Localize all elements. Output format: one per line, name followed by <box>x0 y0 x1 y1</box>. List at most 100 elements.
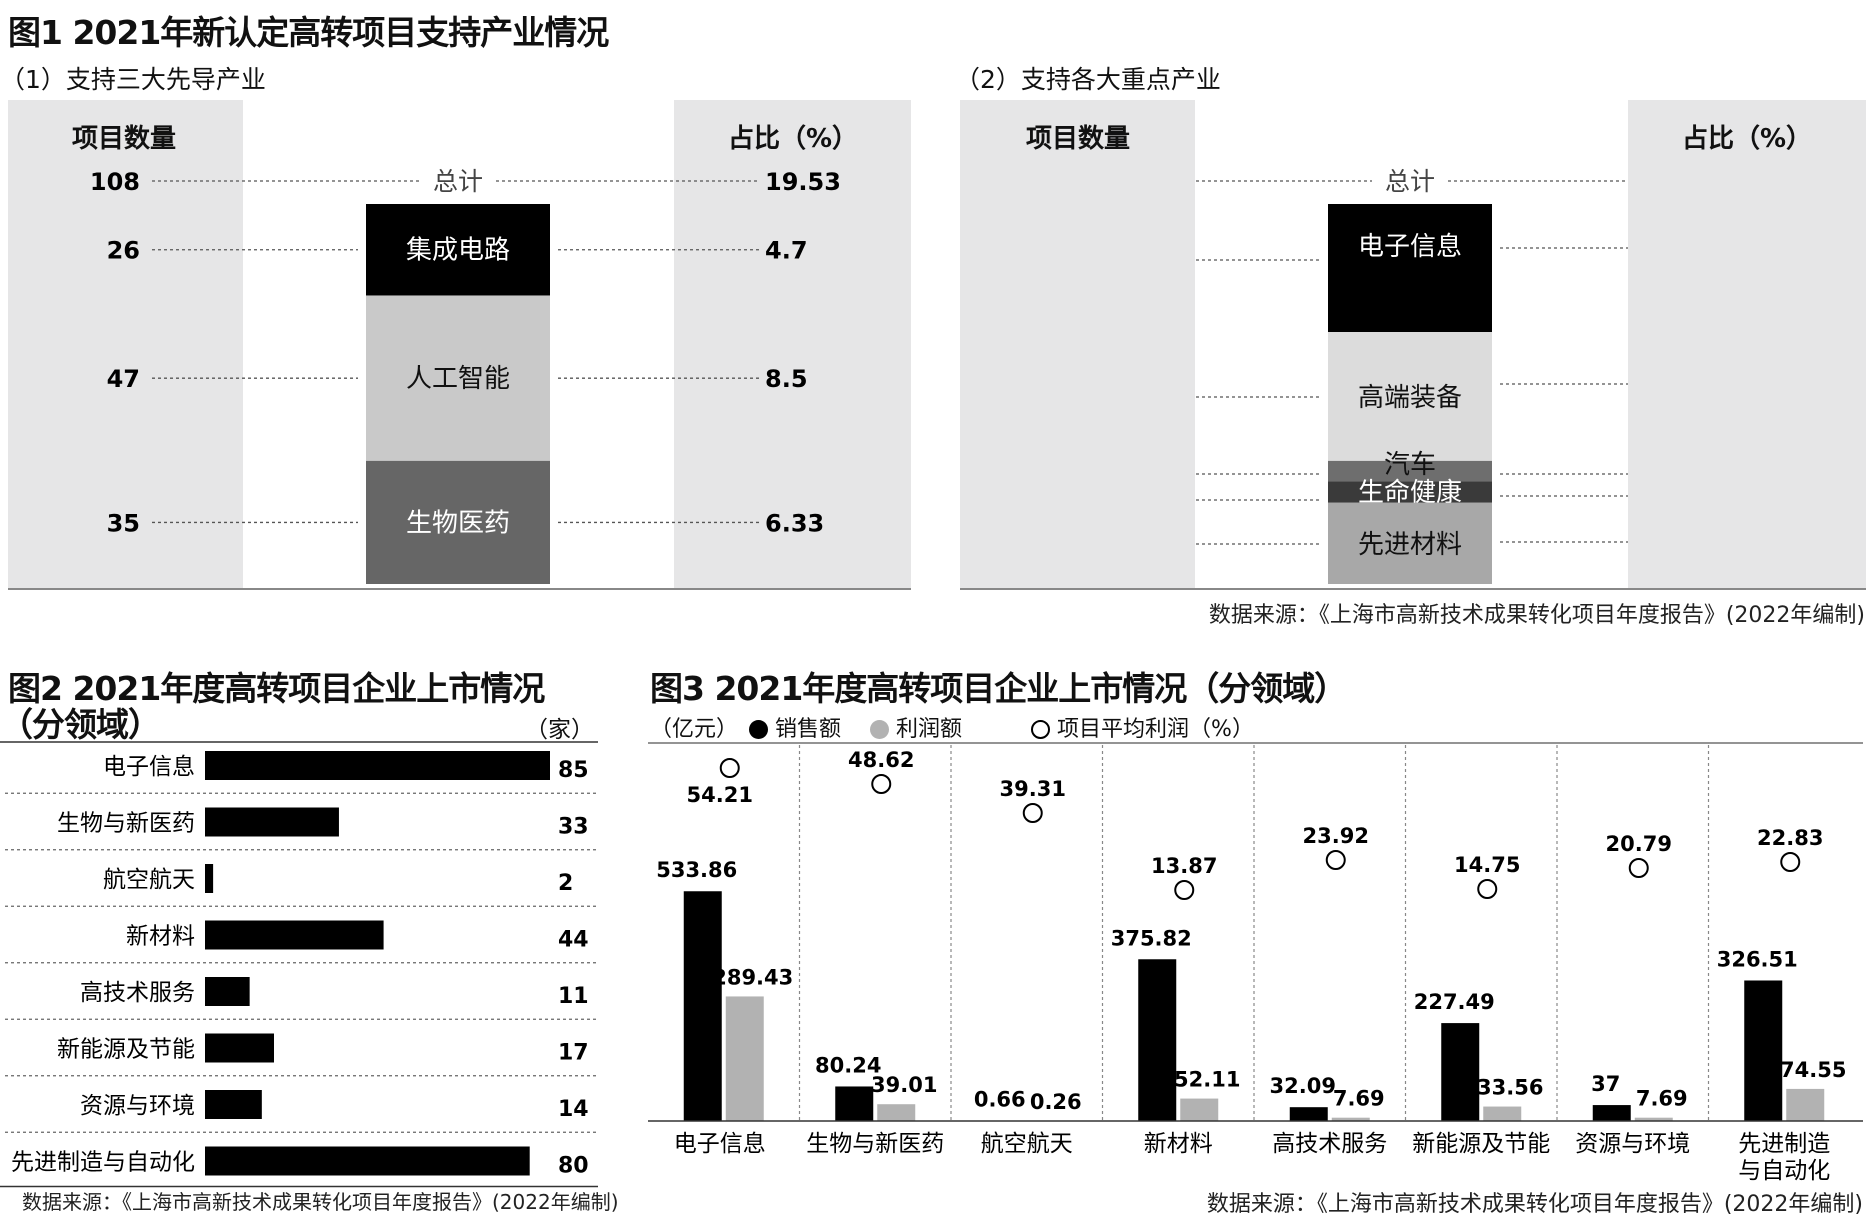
fig2-source: 数据来源：《上海市高新技术成果转化项目年度报告》(2022年编制) <box>22 1190 619 1214</box>
fig2-value-label: 17 <box>558 1041 589 1066</box>
fig3-category-label: 与自动化 <box>1738 1158 1830 1184</box>
fig3-legend-unit: （亿元） <box>650 717 739 742</box>
fig3-profit-label: 7.69 <box>1333 1087 1385 1111</box>
fig3-category-label: 航空航天 <box>981 1131 1073 1157</box>
fig3-avg-label: 39.31 <box>1000 777 1066 801</box>
fig2-bar <box>205 864 214 893</box>
fig2-value-label: 14 <box>558 1097 589 1122</box>
fig3-sales-bar <box>683 891 722 1121</box>
fig2-bar <box>205 1090 262 1119</box>
fig3-profit-label: 52.11 <box>1174 1068 1240 1092</box>
fig3-legend-avg-ring <box>1031 720 1051 739</box>
fig3-avg-label: 13.87 <box>1151 854 1217 878</box>
fig3-legend: （亿元） 销售额 利润额 项目平均利润（%） <box>650 711 1254 742</box>
fig3-sales-bar <box>835 1086 874 1121</box>
fig3-avg-label: 22.83 <box>1757 826 1823 850</box>
fig1-left-count-column <box>8 100 243 588</box>
fig3-category-label: 新能源及节能 <box>1412 1131 1550 1157</box>
fig3-sales-bar <box>1592 1105 1631 1121</box>
fig3-title: 图3 2021年度高转项目企业上市情况（分领域） <box>650 669 1347 708</box>
fig2-category-label: 新材料 <box>126 924 195 950</box>
fig3-avg-marker <box>1325 850 1346 870</box>
fig2-category-label: 高技术服务 <box>80 980 195 1006</box>
fig3-sales-bar <box>1289 1107 1328 1121</box>
fig1-right-panel <box>960 100 1866 590</box>
fig3-legend-profit: 利润额 <box>896 717 963 742</box>
fig2-bar <box>205 751 550 780</box>
fig2-bar <box>205 977 250 1006</box>
fig3-avg-label: 20.79 <box>1606 832 1672 856</box>
fig3-avg-label: 48.62 <box>848 748 914 772</box>
fig3-category-label: 先进制造 <box>1738 1131 1830 1157</box>
fig3-sales-label: 227.49 <box>1414 990 1495 1014</box>
fig3-profit-bar <box>877 1104 916 1121</box>
fig3-legend-sales: 销售额 <box>775 717 842 742</box>
fig3-profit-bar <box>1786 1088 1825 1121</box>
fig2-value-label: 33 <box>558 815 589 840</box>
fig2-title-line1: 图2 2021年度高转项目企业上市情况 <box>8 669 545 708</box>
fig2-chart: 电子信息 85 生物与新医药 33 航空航天 2 新材料 44 高技术服务 11 新能源及节能 17 资… <box>0 741 598 1188</box>
fig3-sales-label: 80.24 <box>815 1053 881 1077</box>
fig1-source: 数据来源：《上海市高新技术成果转化项目年度报告》(2022年编制) <box>1208 603 1865 628</box>
fig3-avg-marker <box>719 758 740 778</box>
fig3-profit-label: 33.56 <box>1477 1076 1543 1100</box>
fig2-value-label: 44 <box>558 928 589 953</box>
fig3-sales-bar <box>1138 959 1177 1121</box>
fig1-right-pct-header: 占比（%） <box>1682 124 1813 154</box>
fig3-source: 数据来源：《上海市高新技术成果转化项目年度报告》(2022年编制) <box>1206 1192 1863 1217</box>
fig2-value-label: 2 <box>558 871 573 896</box>
fig3-avg-label: 14.75 <box>1454 853 1520 877</box>
fig3-profit-bar <box>1634 1117 1673 1121</box>
fig2-category-label: 资源与环境 <box>80 1093 195 1119</box>
fig3-avg-marker <box>1780 852 1801 872</box>
fig3-profit-label: 0.26 <box>1030 1090 1082 1114</box>
fig2-bar <box>205 1033 274 1063</box>
fig3-sales-label: 375.82 <box>1111 926 1192 950</box>
fig3-profit-bar <box>725 996 764 1121</box>
fig3-profit-bar <box>1180 1098 1219 1121</box>
fig3-legend-avg: 项目平均利润（%） <box>1057 717 1254 742</box>
fig3-avg-marker <box>1477 879 1498 899</box>
fig1-left-pct-header: 占比（%） <box>728 124 859 154</box>
fig3-category-label: 高技术服务 <box>1272 1131 1387 1157</box>
fig3-avg-label: 23.92 <box>1303 824 1369 848</box>
fig3-category-label: 电子信息 <box>674 1131 766 1157</box>
fig3-category-label: 新材料 <box>1144 1131 1213 1157</box>
fig3-avg-marker <box>1022 803 1043 823</box>
fig1-right-subtitle: （2）支持各大重点产业 <box>955 65 1221 94</box>
fig3-sales-label: 326.51 <box>1717 947 1798 971</box>
fig1-left-subtitle: （1）支持三大先导产业 <box>0 65 266 94</box>
fig2-category-label: 新能源及节能 <box>57 1037 195 1063</box>
fig1-left-count-header: 项目数量 <box>72 124 177 154</box>
fig3-avg-marker <box>871 774 892 794</box>
fig2-category-label: 先进制造与自动化 <box>11 1150 195 1176</box>
fig3-profit-bar <box>1331 1117 1370 1121</box>
fig2-category-label: 航空航天 <box>103 867 195 893</box>
fig3-category-label: 资源与环境 <box>1575 1131 1690 1157</box>
fig1-title: 图1 2021年新认定高转项目支持产业情况 <box>8 13 609 52</box>
fig3-sales-bar <box>1744 980 1783 1121</box>
fig2-unit: （家） <box>525 717 594 743</box>
fig1-right-count-column <box>960 100 1195 588</box>
fig3-profit-label: 7.69 <box>1636 1087 1688 1111</box>
fig3-sales-label: 533.86 <box>656 858 737 882</box>
fig3-avg-label: 54.21 <box>687 783 753 807</box>
fig1-left-panel <box>8 100 911 590</box>
fig3-sales-label: 37 <box>1591 1072 1620 1096</box>
fig3-sales-label: 32.09 <box>1270 1074 1336 1098</box>
fig2-bar <box>205 807 339 837</box>
fig1-left-pct-column <box>674 100 911 588</box>
fig3-avg-marker <box>1628 858 1649 878</box>
fig1-right-pct-column <box>1628 100 1866 588</box>
fig1-right-count-header: 项目数量 <box>1026 124 1131 154</box>
fig3-profit-label: 289.43 <box>712 965 793 989</box>
fig3-profit-bar <box>1483 1106 1522 1121</box>
fig3-profit-label: 39.01 <box>871 1073 937 1097</box>
fig2-category-label: 生物与新医药 <box>57 811 195 837</box>
fig3-sales-bar <box>1441 1023 1480 1121</box>
fig3-legend-profit-dot <box>870 720 890 739</box>
fig2-value-label: 85 <box>558 758 589 783</box>
fig2-title-line2: （分领域） <box>0 705 161 744</box>
fig3-sales-label: 0.66 <box>974 1088 1026 1112</box>
